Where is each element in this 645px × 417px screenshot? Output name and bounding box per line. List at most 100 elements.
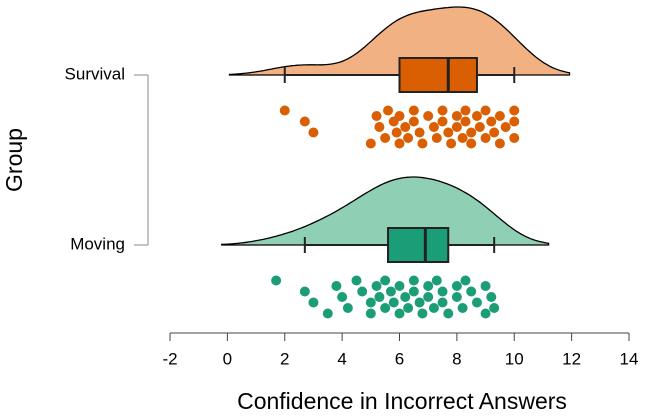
data-point xyxy=(437,297,448,308)
data-point xyxy=(460,105,471,116)
data-point xyxy=(460,275,471,286)
data-point xyxy=(403,303,414,313)
data-point xyxy=(385,286,396,297)
x-tick-label: 0 xyxy=(223,349,232,368)
data-point xyxy=(374,292,385,302)
data-point xyxy=(322,308,333,319)
data-point xyxy=(489,127,500,138)
data-point xyxy=(308,297,319,308)
data-point xyxy=(451,292,462,302)
data-point xyxy=(443,127,454,138)
data-point xyxy=(380,275,391,286)
data-point xyxy=(417,308,428,319)
data-point xyxy=(500,122,511,132)
data-point xyxy=(408,275,419,286)
data-point xyxy=(474,122,485,132)
data-point xyxy=(509,105,520,116)
data-point xyxy=(471,297,482,308)
data-point xyxy=(457,303,468,313)
data-point xyxy=(400,122,411,132)
data-point xyxy=(451,111,462,121)
data-point xyxy=(423,281,434,291)
x-tick-label: 12 xyxy=(562,349,581,368)
data-point xyxy=(480,105,491,116)
data-point xyxy=(403,133,414,143)
data-point xyxy=(394,308,405,319)
data-point xyxy=(494,111,505,121)
data-point xyxy=(471,111,482,121)
data-point xyxy=(408,105,419,116)
box xyxy=(387,227,450,263)
data-point xyxy=(371,281,382,291)
x-tick-label: 6 xyxy=(395,349,404,368)
data-point xyxy=(437,286,448,297)
data-point xyxy=(466,127,477,138)
data-point xyxy=(388,297,399,308)
data-point xyxy=(480,308,491,319)
data-point xyxy=(443,308,454,319)
data-point xyxy=(414,127,425,138)
data-point xyxy=(431,275,442,286)
data-point xyxy=(460,116,471,127)
density-cloud xyxy=(221,176,550,246)
x-tick-label: 8 xyxy=(452,349,461,368)
data-point xyxy=(394,138,405,149)
x-tick-label: 2 xyxy=(280,349,289,368)
data-point xyxy=(509,116,520,127)
data-point xyxy=(271,275,282,286)
data-point xyxy=(380,303,391,313)
data-point xyxy=(408,286,419,297)
data-point xyxy=(428,122,439,132)
data-point xyxy=(299,286,310,297)
data-point xyxy=(431,133,442,143)
data-point xyxy=(371,111,382,121)
data-point xyxy=(391,127,402,138)
data-point xyxy=(337,292,348,302)
data-point xyxy=(423,111,434,121)
data-point xyxy=(383,105,394,116)
data-point xyxy=(414,297,425,308)
data-point xyxy=(428,303,439,313)
data-point xyxy=(486,116,497,127)
data-point xyxy=(486,292,497,302)
data-point xyxy=(357,286,368,297)
data-point xyxy=(408,116,419,127)
data-point xyxy=(423,292,434,302)
data-point xyxy=(417,138,428,149)
data-point xyxy=(380,133,391,143)
box xyxy=(398,57,478,93)
data-point xyxy=(308,127,319,138)
data-point xyxy=(400,292,411,302)
data-point xyxy=(437,105,448,116)
data-point xyxy=(365,308,376,319)
data-point xyxy=(446,138,457,149)
data-point xyxy=(365,138,376,149)
data-point xyxy=(365,297,376,308)
data-point xyxy=(494,138,505,149)
x-tick-label: 14 xyxy=(620,349,639,368)
data-point xyxy=(451,281,462,291)
data-point xyxy=(466,286,477,297)
data-point xyxy=(331,281,342,291)
data-point xyxy=(437,116,448,127)
data-point xyxy=(299,116,310,127)
x-tick-label: 4 xyxy=(337,349,346,368)
data-point xyxy=(279,105,290,116)
data-point xyxy=(489,303,500,313)
data-point xyxy=(480,281,491,291)
x-axis-title: Confidence in Incorrect Answers xyxy=(237,388,567,414)
density-cloud xyxy=(228,6,571,76)
x-tick-label: -2 xyxy=(162,349,177,368)
data-point xyxy=(480,133,491,143)
data-point xyxy=(509,133,520,143)
data-point xyxy=(394,281,405,291)
y-axis-title: Group xyxy=(1,128,27,192)
data-point xyxy=(457,133,468,143)
data-point xyxy=(351,275,362,286)
data-point xyxy=(342,303,353,313)
x-tick-label: 10 xyxy=(505,349,524,368)
y-tick-label: Survival xyxy=(65,64,125,83)
data-point xyxy=(374,122,385,132)
data-point xyxy=(451,122,462,132)
